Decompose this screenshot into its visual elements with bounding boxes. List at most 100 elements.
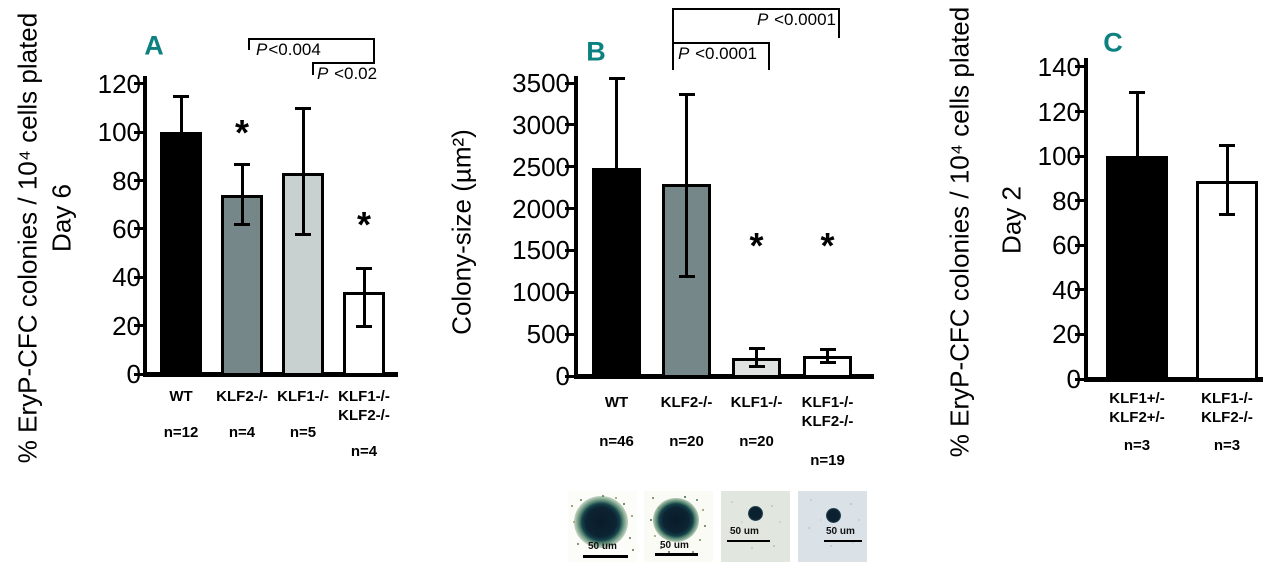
category-label-C: KLF2+/-	[1109, 409, 1165, 426]
error-bar-B	[755, 348, 758, 366]
y-axis-label-C: % EryP-CFC colonies / 10⁴ cells plated	[944, 6, 975, 458]
error-cap-low-B	[678, 274, 695, 278]
y-tick-C	[1075, 377, 1084, 381]
pvalue-bracket-tick	[838, 8, 840, 38]
error-cap-low-A	[356, 324, 372, 328]
y-axis-label-B: Colony-size (µm²)	[446, 129, 477, 335]
error-bar-B	[685, 93, 688, 276]
y-tick-A	[134, 179, 143, 183]
y-tick-A	[134, 227, 143, 231]
pvalue-bracket-tick	[373, 38, 375, 64]
pvalue-bracket-tick	[768, 42, 770, 70]
debris-speckles	[568, 491, 570, 493]
error-bar-C	[1135, 91, 1139, 157]
y-axis-line-B	[574, 76, 578, 379]
error-bar-A	[179, 96, 183, 133]
y-axis-line-A	[143, 76, 147, 377]
colony-image-small	[748, 506, 763, 521]
n-count-label-C: n=3	[1123, 437, 1151, 454]
y-tick-label-C: 40	[1052, 274, 1081, 305]
category-label-A: KLF1-/-	[338, 388, 390, 405]
n-count-label-A: n=5	[289, 424, 317, 441]
error-cap-high-A	[173, 95, 189, 99]
scalebar-line	[583, 555, 628, 558]
significance-asterisk-B: *	[820, 224, 835, 266]
y-tick-B	[565, 248, 574, 252]
y-tick-label-B: 1000	[512, 277, 570, 308]
y-tick-B	[565, 290, 574, 294]
category-label-B: KLF2-/-	[801, 413, 854, 430]
category-label-A: KLF1-/-	[277, 388, 329, 405]
error-bar-A	[301, 108, 305, 234]
y-tick-label-A: 60	[112, 213, 141, 244]
bar-A-KLF2-/-	[221, 195, 263, 376]
y-tick-label-B: 2000	[512, 193, 570, 224]
y-tick-B	[565, 165, 574, 169]
category-label-A: KLF2-/-	[338, 407, 390, 424]
y-axis-line-C	[1084, 58, 1088, 382]
significance-asterisk-A: *	[234, 112, 250, 154]
bar-A-KLF1-/-	[282, 173, 324, 376]
y-tick-A	[134, 275, 143, 279]
y-axis-label-A: % EryP-CFC colonies / 10⁴ cells plated	[12, 12, 43, 464]
colony-image-small	[826, 508, 841, 523]
debris-speckles	[721, 491, 723, 493]
y-tick-label-A: 80	[112, 165, 141, 196]
n-count-label-B: n=19	[810, 452, 845, 469]
scalebar-label: 50 um	[826, 526, 855, 537]
scalebar-line	[824, 540, 862, 542]
y-tick-B	[565, 123, 574, 127]
micrograph-wt-colony: 50 um	[568, 491, 637, 562]
y-tick-label-C: 0	[1066, 364, 1081, 394]
pvalue-bracket-line	[312, 62, 375, 64]
category-label-B: KLF1-/-	[730, 394, 783, 411]
scalebar-line	[655, 553, 698, 556]
n-count-label-B: n=20	[669, 433, 704, 450]
bar-B-WT	[592, 168, 641, 378]
n-count-label-A: n=4	[228, 424, 256, 441]
n-count-label-C: n=3	[1213, 437, 1241, 454]
error-bar-A	[362, 267, 366, 326]
x-axis-line-A	[143, 372, 398, 377]
pvalue-bracket-line	[672, 42, 770, 44]
y-tick-label-B: 0	[555, 361, 570, 391]
panel-letter-A: A	[144, 30, 164, 61]
bar-C-KLF1+/--KLF2+/-	[1106, 156, 1168, 381]
n-count-label-A: n=12	[163, 424, 199, 441]
error-bar-A	[240, 163, 244, 225]
significance-asterisk-B: *	[749, 224, 764, 266]
category-label-C: KLF1+/-	[1109, 390, 1165, 407]
y-tick-C	[1075, 199, 1084, 203]
error-cap-high-B	[608, 76, 625, 80]
error-cap-low-A	[295, 232, 311, 236]
category-label-B: KLF2-/-	[660, 394, 713, 411]
scalebar-line	[727, 540, 770, 542]
debris-speckles	[798, 491, 800, 493]
pvalue-bracket-tick	[672, 8, 674, 42]
pvalue-bracket-tick	[248, 38, 250, 50]
y-tick-label-A: 100	[97, 117, 141, 148]
y-tick-C	[1075, 65, 1084, 69]
y-tick-B	[565, 81, 574, 85]
significance-asterisk-A: *	[356, 204, 372, 246]
y-tick-label-C: 60	[1052, 230, 1081, 261]
n-count-label-B: n=46	[599, 433, 634, 450]
category-label-A: WT	[169, 388, 193, 405]
category-label-C: KLF2-/-	[1201, 409, 1253, 426]
error-bar-C	[1225, 144, 1229, 215]
error-cap-low-B	[819, 361, 836, 365]
error-cap-high-A	[295, 107, 311, 111]
y-tick-label-C: 20	[1052, 319, 1081, 350]
y-tick-label-C: 100	[1037, 141, 1081, 172]
bar-A-WT	[160, 132, 202, 376]
pvalue-label: P<0.004	[256, 40, 321, 59]
n-count-label-B: n=20	[739, 433, 774, 450]
y-tick-label-A: 0	[126, 359, 141, 389]
y-tick-label-A: 40	[112, 262, 141, 293]
micrograph-klf1-klf2-null-colony: 50 um	[798, 491, 867, 562]
colony-image-large	[653, 498, 699, 542]
pvalue-label: P <0.02	[317, 64, 378, 83]
x-axis-line-B	[574, 374, 874, 379]
y-tick-label-C: 140	[1037, 51, 1081, 82]
